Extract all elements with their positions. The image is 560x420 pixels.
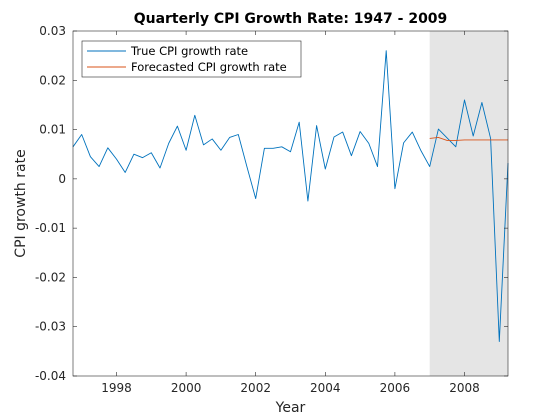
y-tick-label: -0.04 bbox=[35, 369, 66, 383]
series-line-1 bbox=[429, 137, 508, 141]
chart-title: Quarterly CPI Growth Rate: 1947 - 2009 bbox=[134, 11, 448, 27]
y-tick-label: 0.01 bbox=[39, 123, 66, 137]
legend-label-true-cpi: True CPI growth rate bbox=[130, 44, 248, 58]
y-tick-label: 0 bbox=[58, 172, 66, 186]
x-tick-label: 2002 bbox=[240, 381, 271, 395]
x-tick-label: 1998 bbox=[101, 381, 132, 395]
y-axis-title: CPI growth rate bbox=[13, 149, 29, 257]
y-tick-label: 0.02 bbox=[39, 73, 66, 87]
y-tick-label: -0.02 bbox=[35, 270, 66, 284]
x-tick-label: 2006 bbox=[380, 381, 411, 395]
series-layer bbox=[72, 50, 509, 342]
x-tick-label: 2000 bbox=[171, 381, 202, 395]
x-tick-label: 2008 bbox=[449, 381, 480, 395]
x-tick-label: 2004 bbox=[310, 381, 341, 395]
y-tick-label: -0.01 bbox=[35, 221, 66, 235]
legend: True CPI growth rate Forecasted CPI grow… bbox=[81, 40, 302, 78]
y-tick-label: -0.03 bbox=[35, 320, 66, 334]
forecast-shaded-region bbox=[429, 31, 508, 376]
legend-box bbox=[81, 40, 302, 78]
tick-layer: 1998 2000 2002 2004 2006 2008 -0.04 -0.03 -0.02 -… bbox=[35, 24, 508, 395]
legend-label-forecast-cpi: Forecasted CPI growth rate bbox=[131, 60, 287, 74]
x-axis-title: Year bbox=[275, 400, 306, 416]
plot-area-frame bbox=[72, 30, 509, 377]
y-tick-label: 0.03 bbox=[39, 24, 66, 38]
